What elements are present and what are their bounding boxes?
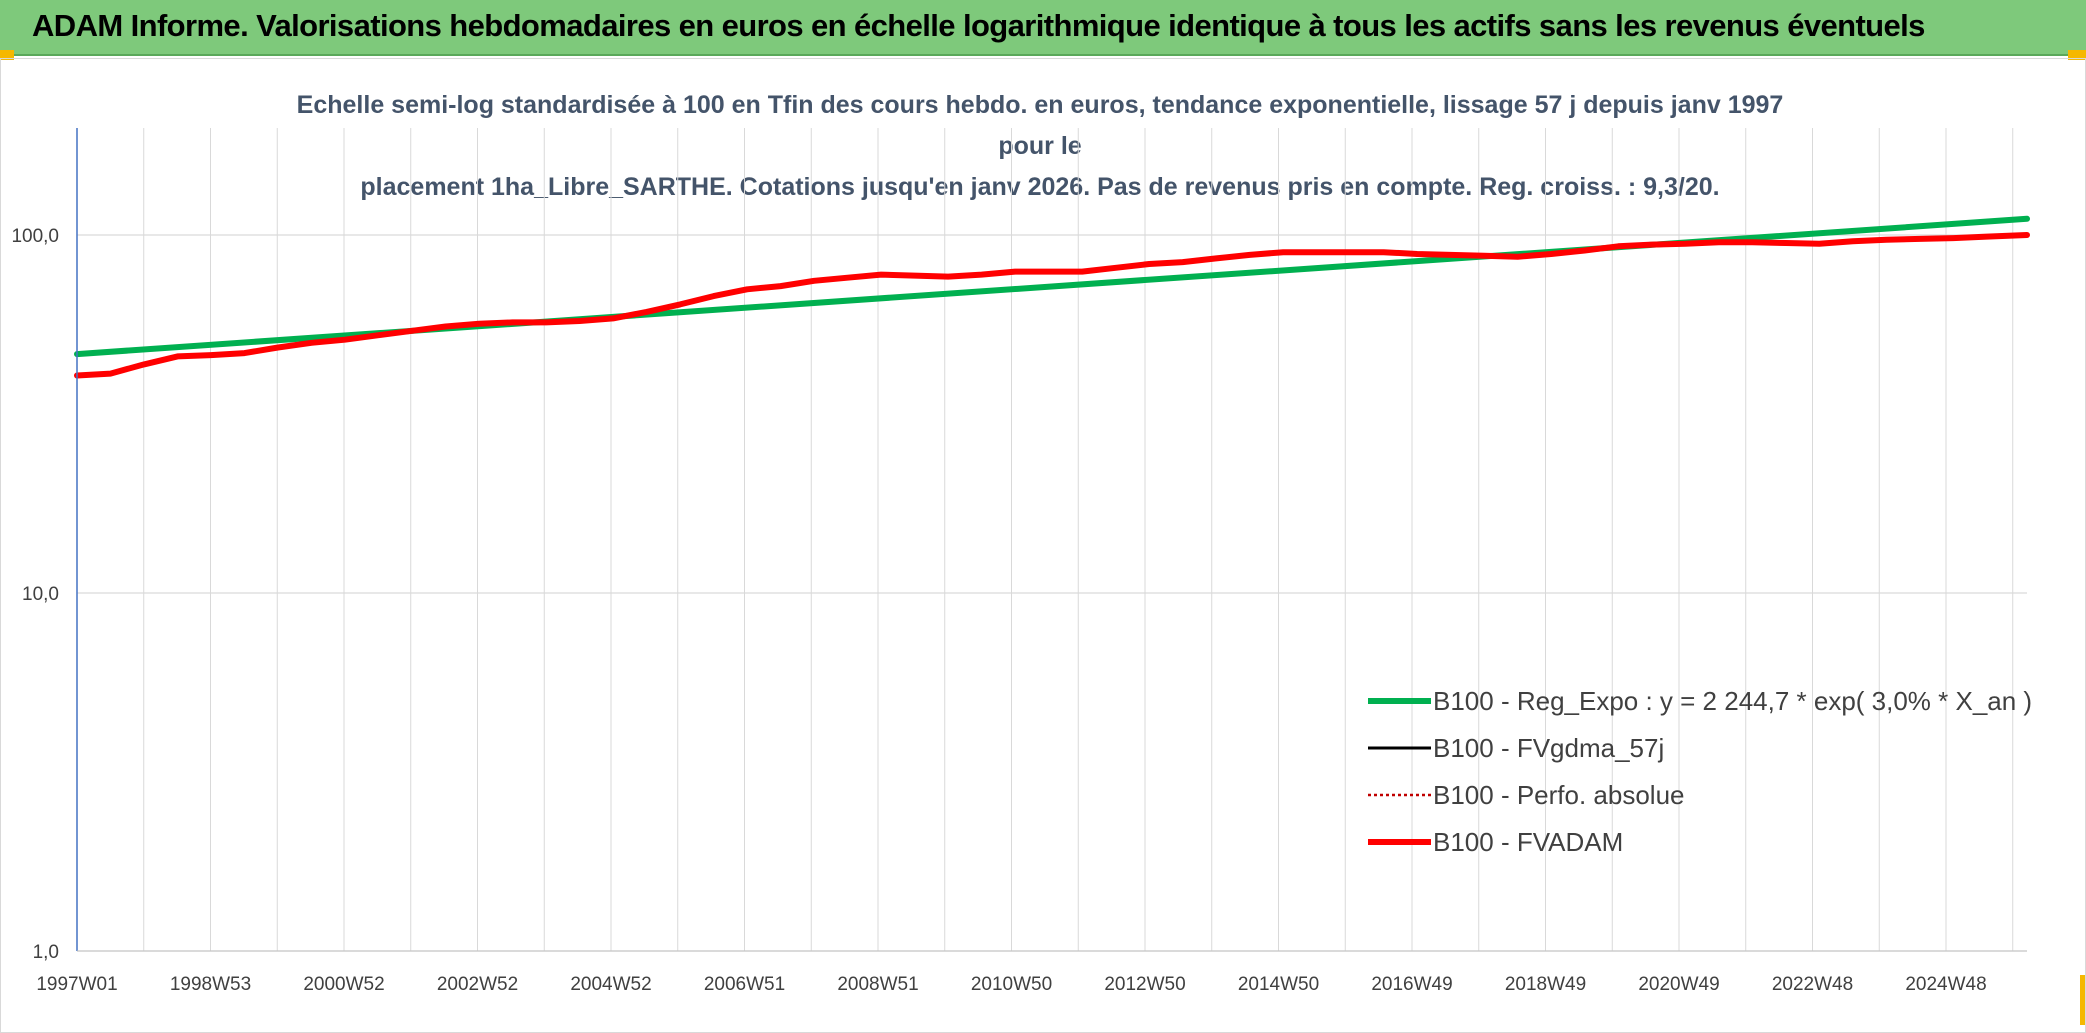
- series-line-3: [74, 232, 2030, 379]
- report-title: ADAM Informe. Valorisations hebdomadaire…: [32, 8, 1925, 43]
- x-tick-label: 1997W01: [36, 974, 117, 995]
- x-tick-label: 2010W50: [971, 974, 1052, 995]
- legend-label: B100 - FVgdma_57j: [1433, 733, 1664, 763]
- legend-label: B100 - Perfo. absolue: [1433, 780, 1685, 810]
- x-tick-label: 2000W52: [303, 974, 384, 995]
- grid-layer: [76, 128, 2027, 952]
- x-tick-label: 2014W50: [1238, 974, 1319, 995]
- corner-marker-left: [0, 50, 14, 60]
- x-tick-label: 2020W49: [1638, 974, 1719, 995]
- x-tick-label: 2006W51: [704, 974, 785, 995]
- series-layer: [74, 215, 2030, 379]
- axis-layer: 1,0 10,0 100,0 1997W01 1998W53 2000W52 2002W52…: [11, 128, 2027, 995]
- chart-title: Echelle semi-log standardisée à 100 en T…: [280, 85, 1800, 208]
- y-tick-label: 1,0: [33, 942, 59, 963]
- legend-label: B100 - FVADAM: [1433, 827, 1623, 857]
- x-tick-label: 2002W52: [437, 974, 518, 995]
- legend-label: B100 - Reg_Expo : y = 2 244,7 * exp( 3,0…: [1433, 686, 2032, 716]
- legend-layer: B100 - Reg_Expo : y = 2 244,7 * exp( 3,0…: [1368, 686, 2032, 857]
- x-tick-label: 2008W51: [837, 974, 918, 995]
- x-tick-label: 1998W53: [170, 974, 251, 995]
- x-tick-label: 2018W49: [1505, 974, 1586, 995]
- x-tick-label: 2016W49: [1371, 974, 1452, 995]
- chart-title-line-1: Echelle semi-log standardisée à 100 en T…: [296, 91, 1784, 160]
- y-tick-label: 100,0: [11, 226, 59, 247]
- y-tick-label: 10,0: [22, 584, 59, 605]
- x-tick-label: 2012W50: [1104, 974, 1185, 995]
- x-tick-label: 2022W48: [1772, 974, 1853, 995]
- corner-marker-bottom-right: [2080, 975, 2086, 1025]
- x-tick-label: 2024W48: [1905, 974, 1986, 995]
- report-header: ADAM Informe. Valorisations hebdomadaire…: [0, 0, 2086, 56]
- x-tick-label: 2004W52: [570, 974, 651, 995]
- corner-marker-right: [2068, 50, 2086, 60]
- chart-title-line-2: placement 1ha_Libre_SARTHE. Cotations ju…: [360, 173, 1720, 201]
